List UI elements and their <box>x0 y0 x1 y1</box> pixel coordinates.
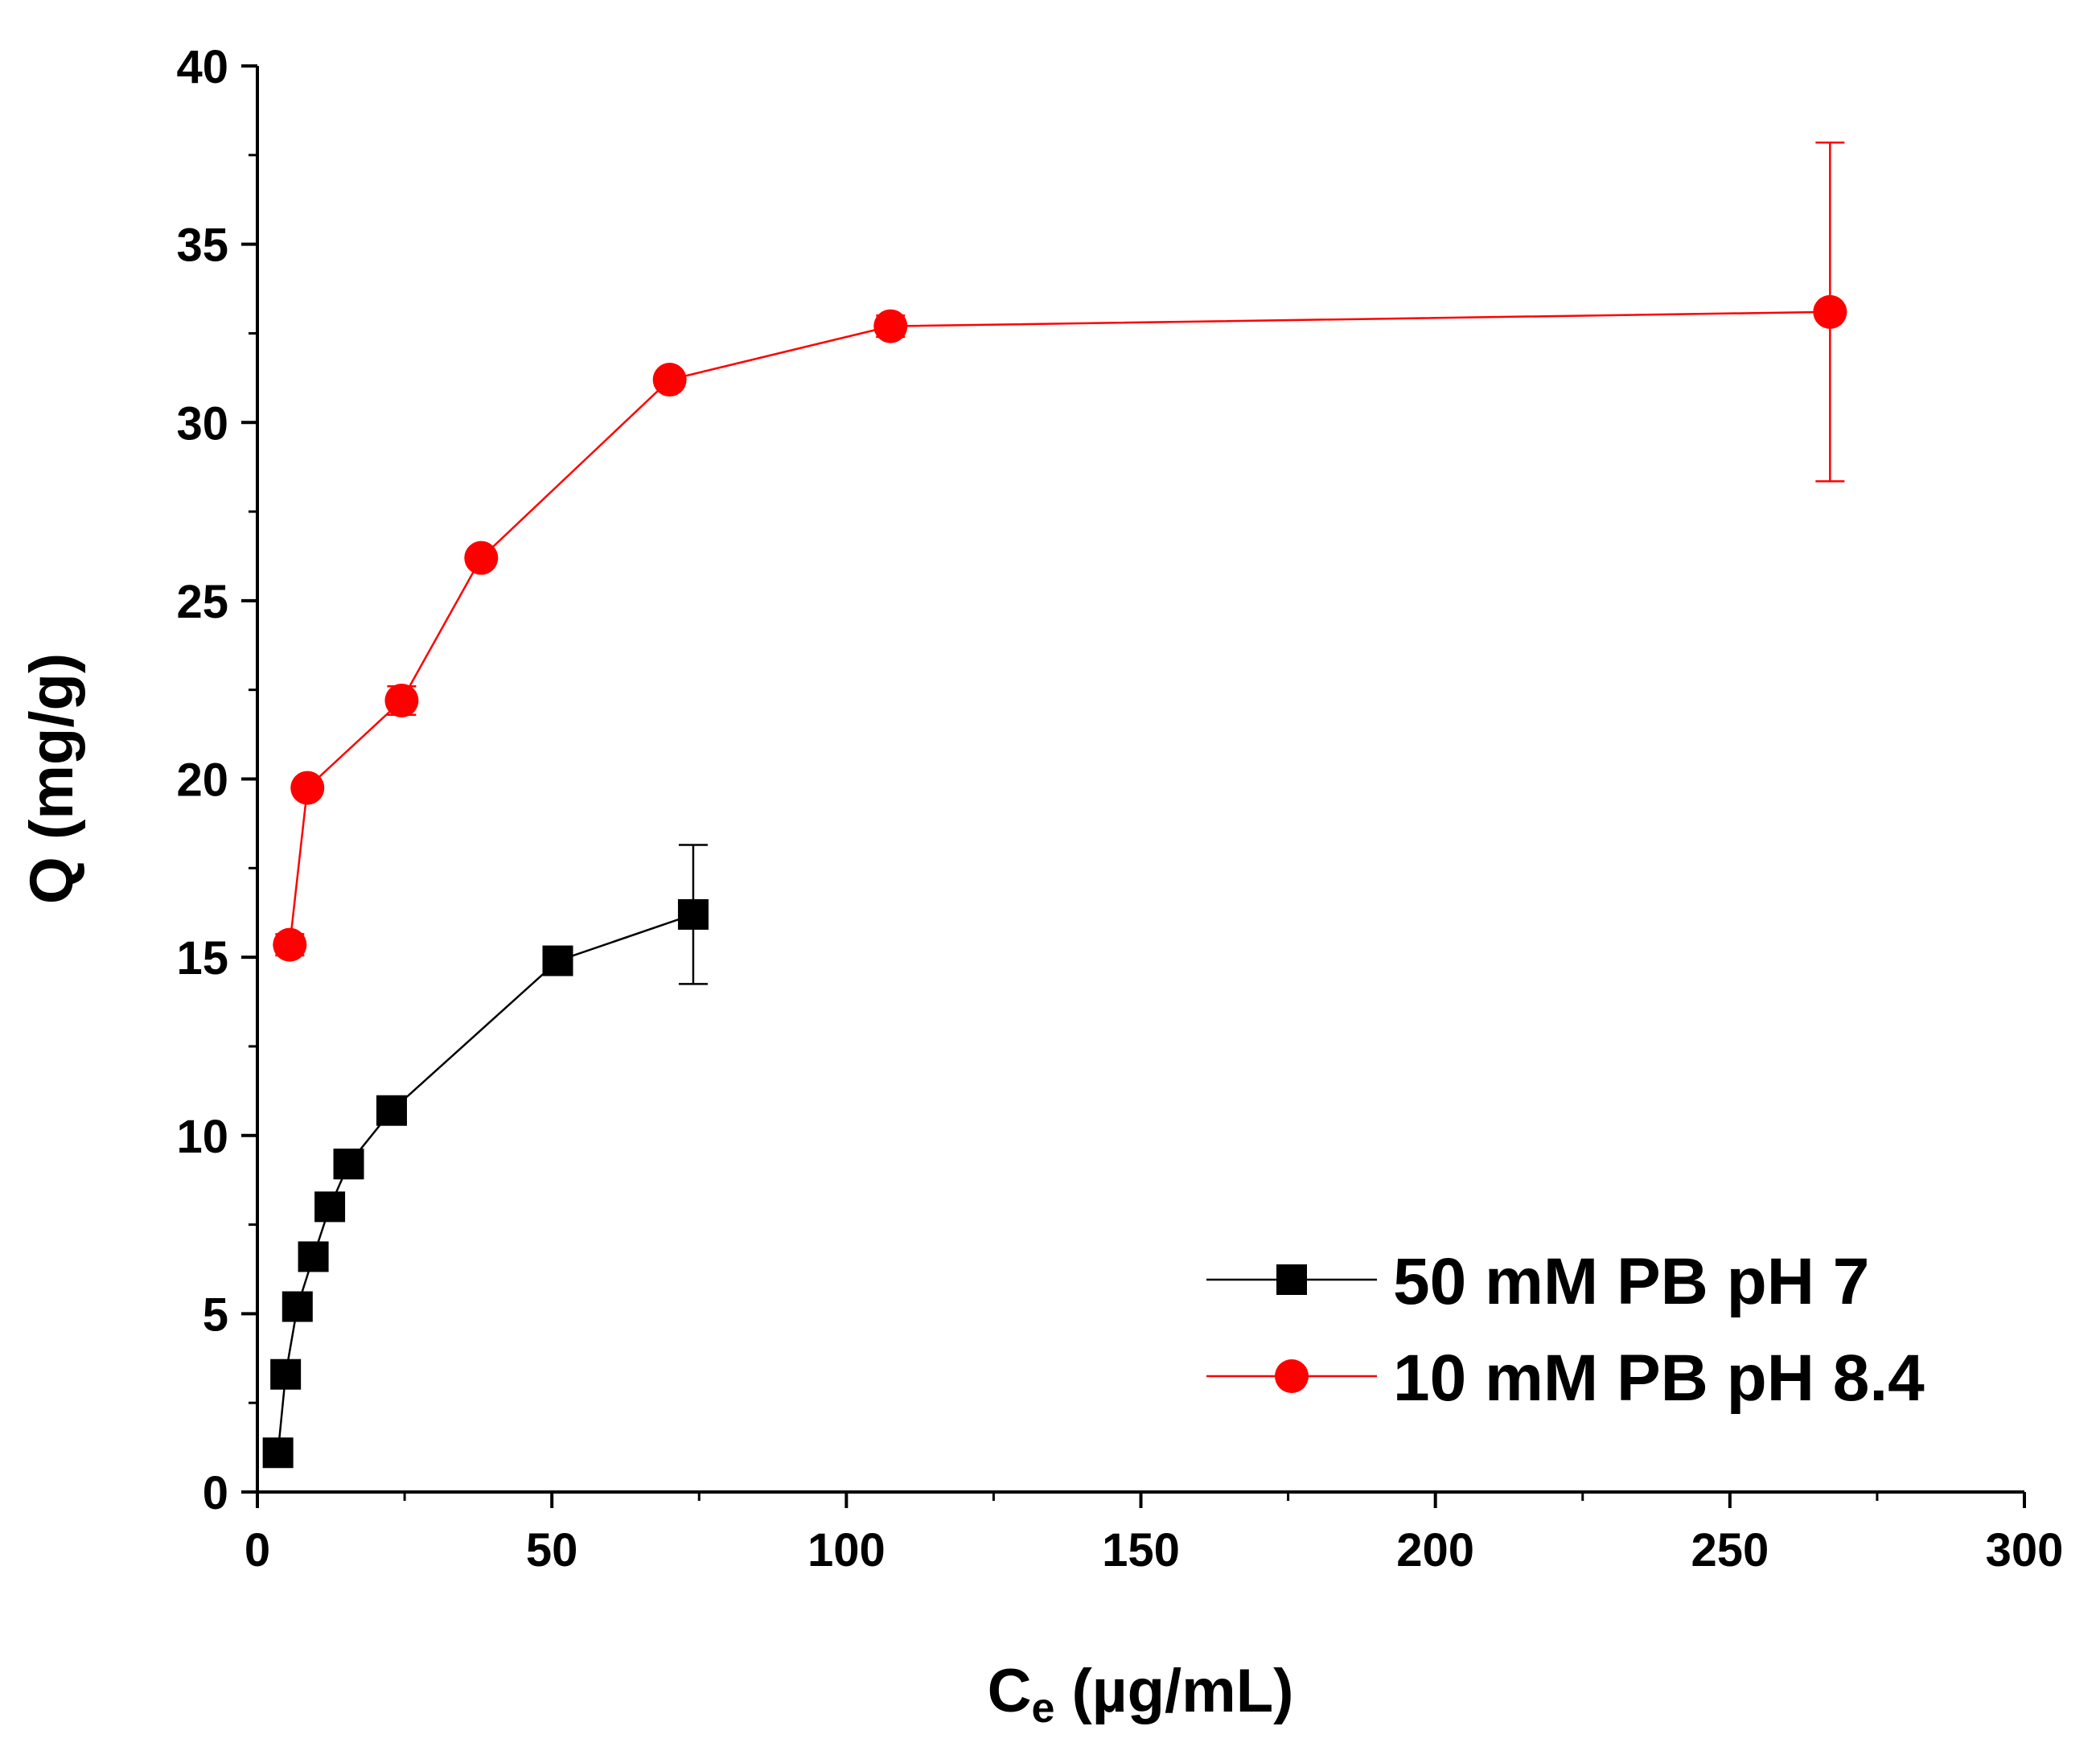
y-tick-label: 25 <box>176 576 228 628</box>
x-tick-label: 300 <box>1986 1524 2064 1576</box>
x-axis-title: Ce (µg/mL) <box>988 1657 1294 1732</box>
data-point <box>1813 294 1847 329</box>
y-tick-label: 40 <box>176 41 228 93</box>
data-point <box>384 683 419 717</box>
y-tick-label: 10 <box>176 1111 228 1163</box>
x-axis-title-main: C <box>988 1657 1032 1725</box>
data-point <box>376 1095 407 1126</box>
legend-marker-series-1 <box>1276 1264 1307 1295</box>
data-point <box>314 1191 346 1223</box>
y-tick-label: 35 <box>176 220 228 272</box>
x-tick-label: 250 <box>1691 1524 1769 1576</box>
y-tick-label: 20 <box>176 754 228 807</box>
data-point <box>873 309 908 343</box>
data-point <box>290 771 325 805</box>
series-2 <box>273 142 1847 962</box>
data-point <box>298 1241 329 1272</box>
x-tick-label: 200 <box>1396 1524 1474 1576</box>
y-ticks: 0 5 10 15 20 25 30 35 40 <box>176 41 257 1519</box>
legend-label-series-1: 50 mM PB pH 7 <box>1393 1245 1869 1318</box>
series-line <box>289 310 1831 945</box>
data-point <box>262 1437 294 1469</box>
series-1 <box>262 844 709 1469</box>
x-tick-label: 50 <box>526 1524 578 1576</box>
data-point <box>282 1291 313 1322</box>
x-ticks: 0 50 100 150 200 250 300 <box>245 1492 2064 1576</box>
legend-label-series-2: 10 mM PB pH 8.4 <box>1393 1342 1925 1415</box>
x-axis-title-rest: (µg/mL) <box>1054 1657 1293 1725</box>
legend-marker-series-2 <box>1275 1359 1309 1393</box>
x-tick-label: 150 <box>1102 1524 1180 1576</box>
data-point <box>464 540 499 575</box>
data-point <box>542 945 573 976</box>
y-axis-title: Q (mg/g) <box>18 653 86 904</box>
data-point <box>333 1149 364 1180</box>
data-point <box>270 1358 302 1390</box>
y-tick-label: 15 <box>176 932 228 984</box>
plot-series <box>262 142 1847 1469</box>
y-tick-label: 30 <box>176 397 228 450</box>
y-tick-label: 5 <box>203 1289 228 1341</box>
series-line <box>277 913 694 1453</box>
legend: 50 mM PB pH 7 10 mM PB pH 8.4 <box>1206 1245 1925 1415</box>
data-point <box>677 898 709 930</box>
data-point <box>652 363 687 397</box>
x-axis-title-sub: e <box>1031 1685 1054 1732</box>
data-point <box>273 927 307 962</box>
x-tick-label: 0 <box>245 1524 270 1576</box>
y-tick-label: 0 <box>203 1467 228 1519</box>
x-tick-label: 100 <box>808 1524 886 1576</box>
